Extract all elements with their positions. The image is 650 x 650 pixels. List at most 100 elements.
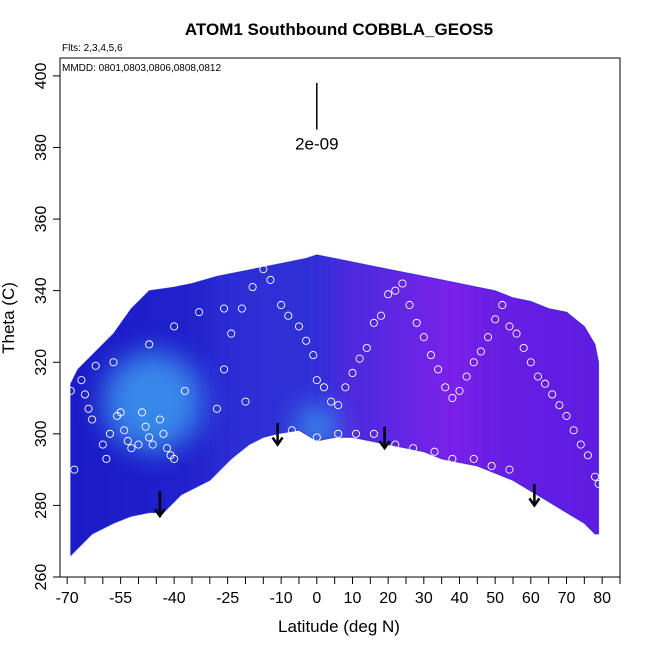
- data-point: [170, 454, 179, 463]
- data-point: [248, 283, 257, 292]
- data-point: [594, 479, 603, 488]
- color-band-0: [70, 254, 210, 556]
- data-point: [412, 318, 421, 327]
- data-point: [334, 429, 343, 438]
- data-point: [448, 393, 457, 403]
- plot-area: 2e-09: [66, 83, 603, 557]
- data-point: [141, 422, 150, 431]
- data-point: [391, 286, 400, 295]
- data-point: [227, 329, 236, 338]
- data-point: [519, 343, 528, 352]
- data-point: [120, 426, 129, 435]
- data-point: [309, 351, 318, 360]
- data-point: [569, 426, 578, 435]
- data-point: [241, 397, 250, 406]
- data-point: [548, 390, 557, 399]
- x-tick-label: -70: [56, 590, 79, 607]
- data-point: [195, 308, 204, 317]
- flights-note: Flts: 2,3,4,5,6: [62, 43, 123, 54]
- data-point: [434, 365, 443, 374]
- y-tick-label: 260: [33, 564, 50, 591]
- data-point: [80, 390, 90, 399]
- data-point: [237, 304, 246, 313]
- x-tick-label: -55: [109, 590, 132, 607]
- data-point: [491, 315, 500, 324]
- data-point: [448, 454, 457, 463]
- x-tick-label: 10: [344, 590, 362, 607]
- data-point: [266, 275, 275, 284]
- data-point: [533, 372, 543, 381]
- data-point: [469, 358, 478, 367]
- data-point: [376, 311, 386, 320]
- data-point: [148, 440, 157, 449]
- data-point: [483, 333, 493, 342]
- dates-note: MMDD: 0801,0803,0806,0808,0812: [62, 63, 221, 74]
- data-point: [455, 386, 464, 395]
- data-point: [369, 429, 378, 438]
- data-point: [426, 351, 436, 360]
- x-tick-label: 40: [451, 590, 469, 607]
- data-point: [319, 383, 328, 392]
- data-point: [541, 379, 550, 388]
- data-point: [109, 358, 118, 367]
- data-point: [409, 444, 418, 453]
- data-point: [391, 440, 400, 449]
- data-point: [441, 383, 450, 392]
- data-point: [195, 504, 204, 514]
- data-point: [284, 311, 293, 320]
- chart-title: ATOM1 Southbound COBBLA_GEOS5: [185, 20, 493, 39]
- y-tick-label: 280: [33, 492, 50, 519]
- scale-label: 2e-09: [295, 135, 338, 154]
- data-point: [555, 401, 564, 410]
- data-point: [312, 376, 321, 385]
- x-tick-label: 0: [312, 590, 321, 607]
- data-point: [77, 376, 86, 385]
- x-tick-label: 50: [486, 590, 504, 607]
- arrow-marker: [378, 426, 391, 451]
- x-tick-label: -25: [216, 590, 239, 607]
- data-point: [562, 411, 571, 420]
- data-point: [202, 501, 211, 510]
- data-point: [430, 447, 439, 456]
- data-point: [116, 408, 125, 417]
- y-tick-label: 360: [33, 206, 50, 233]
- data-point: [334, 401, 343, 410]
- data-point: [184, 515, 193, 524]
- data-point: [170, 322, 179, 331]
- data-point: [505, 465, 514, 474]
- data-point: [590, 472, 600, 481]
- x-tick-label: 70: [558, 590, 576, 607]
- x-tick-label: -40: [163, 590, 186, 607]
- y-tick-label: 400: [33, 62, 50, 89]
- data-point: [159, 429, 168, 438]
- x-tick-label: 30: [415, 590, 433, 607]
- data-point: [327, 397, 336, 406]
- x-axis-label: Latitude (deg N): [278, 617, 400, 636]
- data-point: [355, 354, 364, 363]
- data-point: [70, 465, 79, 474]
- data-point: [512, 329, 521, 338]
- data-point: [469, 454, 478, 463]
- data-point: [498, 300, 507, 310]
- data-point: [487, 461, 496, 471]
- data-point: [212, 404, 221, 413]
- data-point: [576, 440, 585, 449]
- data-point: [462, 372, 471, 381]
- data-point: [312, 433, 321, 442]
- data-point: [88, 415, 97, 424]
- data-point: [287, 426, 296, 435]
- y-tick-label: 340: [33, 277, 50, 304]
- concentration-field: [70, 254, 600, 557]
- y-axis-label: Theta (C): [0, 282, 18, 354]
- data-point: [102, 454, 111, 463]
- data-point: [302, 336, 311, 345]
- data-point: [505, 322, 514, 331]
- data-point: [362, 343, 371, 352]
- data-point: [220, 304, 229, 313]
- data-point: [583, 451, 592, 460]
- data-point: [220, 365, 229, 374]
- sample-points: [66, 265, 603, 524]
- data-point: [177, 501, 186, 510]
- data-point: [145, 433, 154, 442]
